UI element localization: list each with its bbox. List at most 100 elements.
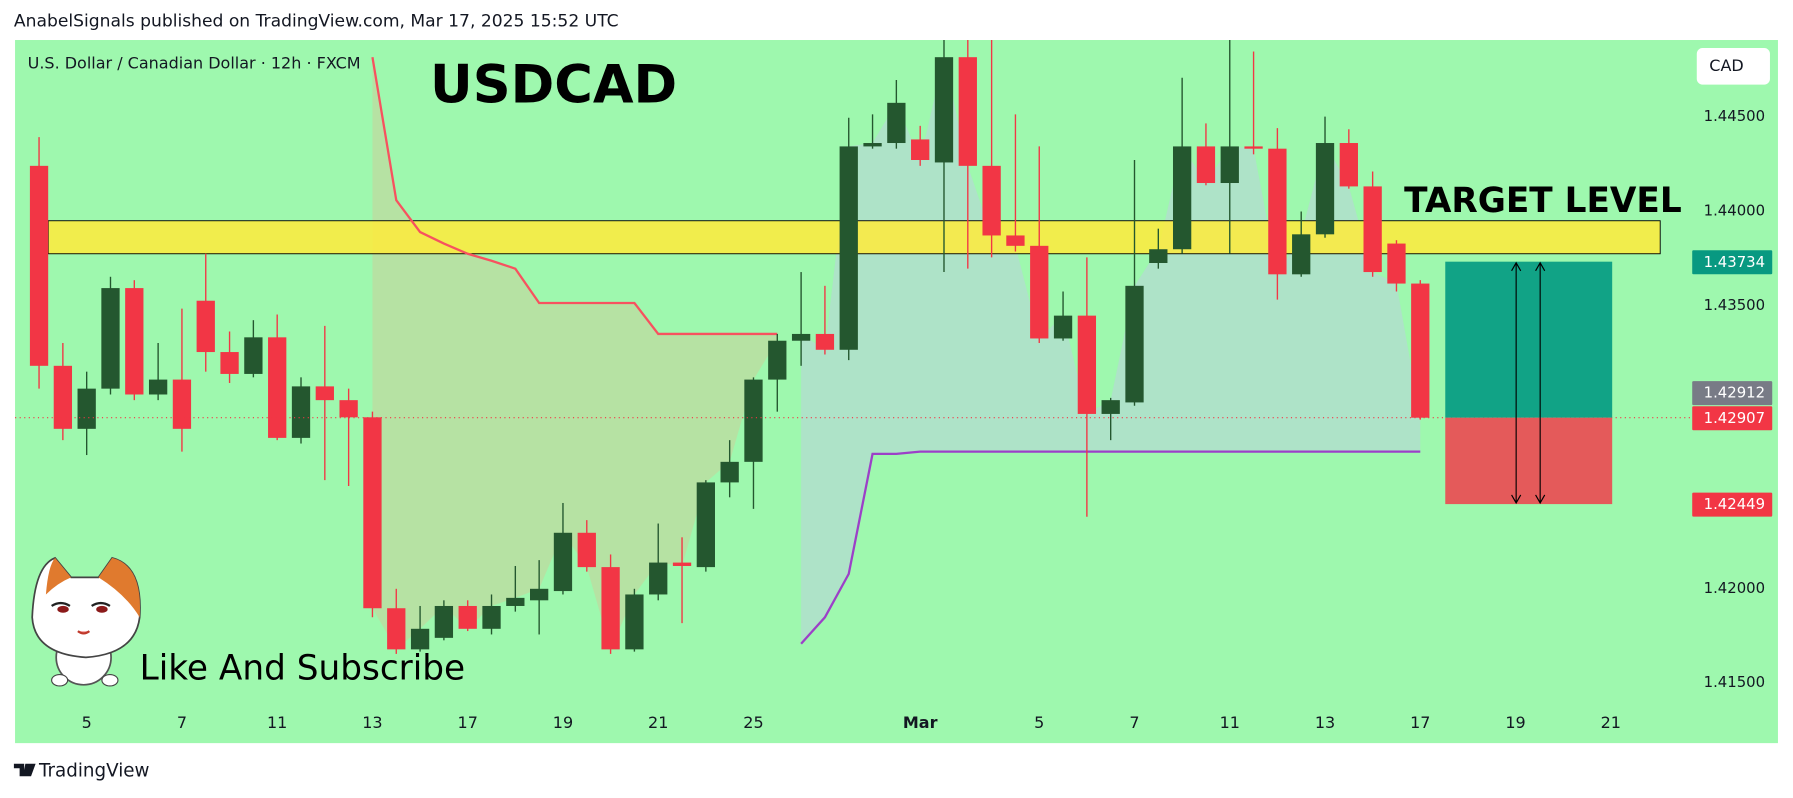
price-tag-label: 1.42907: [1704, 409, 1765, 427]
mascot: [31, 556, 141, 687]
y-tick-label: 1.43500: [1704, 296, 1765, 314]
indicator-line: [371, 56, 778, 336]
x-tick-label: 17: [1410, 713, 1430, 732]
candle-body: [363, 417, 382, 609]
footer-logo: [13, 763, 36, 777]
candle-body: [315, 386, 334, 401]
profit-zone: [1445, 261, 1613, 418]
candle-body: [268, 337, 287, 438]
candle-body: [768, 340, 787, 380]
candle-body: [1196, 146, 1216, 184]
candle-body: [1268, 148, 1287, 275]
candle-body: [29, 165, 49, 366]
candle-body: [387, 608, 406, 650]
x-tick-label: 7: [1129, 713, 1139, 732]
candle-body: [196, 300, 215, 353]
x-tick-label: 21: [648, 713, 668, 732]
candle-body: [1006, 235, 1025, 246]
x-tick-label: 17: [458, 713, 478, 732]
candle-body: [244, 337, 263, 374]
candle-body: [1149, 249, 1168, 264]
x-tick-label: 19: [553, 713, 573, 732]
candle-body: [887, 102, 906, 144]
x-tick-label: 7: [177, 713, 187, 732]
candle-body: [958, 57, 977, 166]
price-tag: [1692, 250, 1773, 275]
candle-body: [1339, 143, 1358, 187]
candle-body: [125, 288, 144, 395]
candle-body: [1292, 234, 1311, 275]
price-tag: [1692, 381, 1773, 406]
x-tick-label: 5: [82, 713, 92, 732]
x-tick-label: Mar: [903, 713, 938, 732]
candle-body: [220, 352, 239, 374]
candle-body: [1387, 243, 1406, 284]
price-tag: [1692, 492, 1773, 517]
candle-body: [625, 594, 644, 650]
candle-body: [649, 562, 668, 595]
y-tick-label: 1.44500: [1704, 107, 1765, 125]
candle-body: [1030, 245, 1049, 339]
candle-body: [982, 165, 1001, 236]
x-tick-label: 13: [362, 713, 382, 732]
candle-body: [1220, 146, 1239, 184]
candle-body: [815, 333, 835, 350]
currency: CAD: [1709, 56, 1743, 75]
candle-body: [458, 605, 477, 629]
candle-body: [506, 597, 525, 606]
candle-body: [1363, 186, 1382, 273]
price-tag-label: 1.42449: [1704, 495, 1765, 513]
candle-body: [577, 532, 596, 568]
candle-body: [863, 143, 882, 147]
candle-body: [1411, 283, 1430, 418]
footer: TradingView: [38, 761, 150, 782]
candle-body: [77, 388, 96, 429]
y-tick-label: 1.44000: [1704, 201, 1765, 219]
price-tag-label: 1.43734: [1704, 253, 1765, 271]
candle-body: [339, 400, 358, 418]
price-tag-label: 1.42912: [1704, 384, 1765, 402]
candle-body: [1101, 400, 1120, 414]
candle-body: [172, 379, 192, 429]
x-tick-label: 11: [267, 713, 287, 732]
range-arrow: [1535, 261, 1546, 505]
annotation: Like And Subscribe: [140, 648, 466, 688]
candle-body: [601, 567, 620, 650]
target-label: TARGET LEVEL: [1404, 181, 1682, 221]
plot-layer: TARGET LEVEL 1.41500 1.42000 1.43500 1.44000…: [15, 40, 1773, 732]
candle-body: [720, 461, 739, 483]
indicator-fill: [372, 57, 778, 650]
candle-body: [839, 146, 858, 350]
subtitle: U.S. Dollar / Canadian Dollar · 12h · FX…: [28, 54, 361, 73]
header: AnabelSignals published on TradingView.c…: [14, 12, 619, 32]
x-tick-label: 21: [1601, 713, 1621, 732]
candle-body: [1172, 146, 1192, 250]
candle-body: [482, 605, 501, 629]
candle-body: [53, 365, 73, 429]
candle-body: [148, 379, 168, 395]
price-tag: [1692, 406, 1773, 431]
candle-body: [1053, 315, 1073, 339]
x-tick-label: 13: [1315, 713, 1335, 732]
x-tick-label: 25: [743, 713, 763, 732]
chart-title: USDCAD: [430, 55, 677, 116]
candle-body: [434, 605, 454, 638]
candle-body: [410, 628, 430, 650]
indicator-line: [800, 450, 1421, 645]
candle-body: [1244, 146, 1263, 149]
range-arrow: [1511, 261, 1522, 505]
candle-body: [672, 562, 692, 566]
y-tick-label: 1.42000: [1704, 579, 1765, 597]
x-tick-label: 11: [1220, 713, 1240, 732]
y-tick-label: 1.41500: [1704, 673, 1765, 691]
candle-body: [553, 532, 573, 592]
x-tick-label: 19: [1505, 713, 1525, 732]
candle-body: [791, 333, 811, 341]
candle-body: [101, 288, 120, 389]
candle-body: [530, 588, 549, 601]
candle-body: [934, 57, 954, 163]
x-tick-label: 5: [1034, 713, 1044, 732]
candle-body: [911, 139, 930, 160]
